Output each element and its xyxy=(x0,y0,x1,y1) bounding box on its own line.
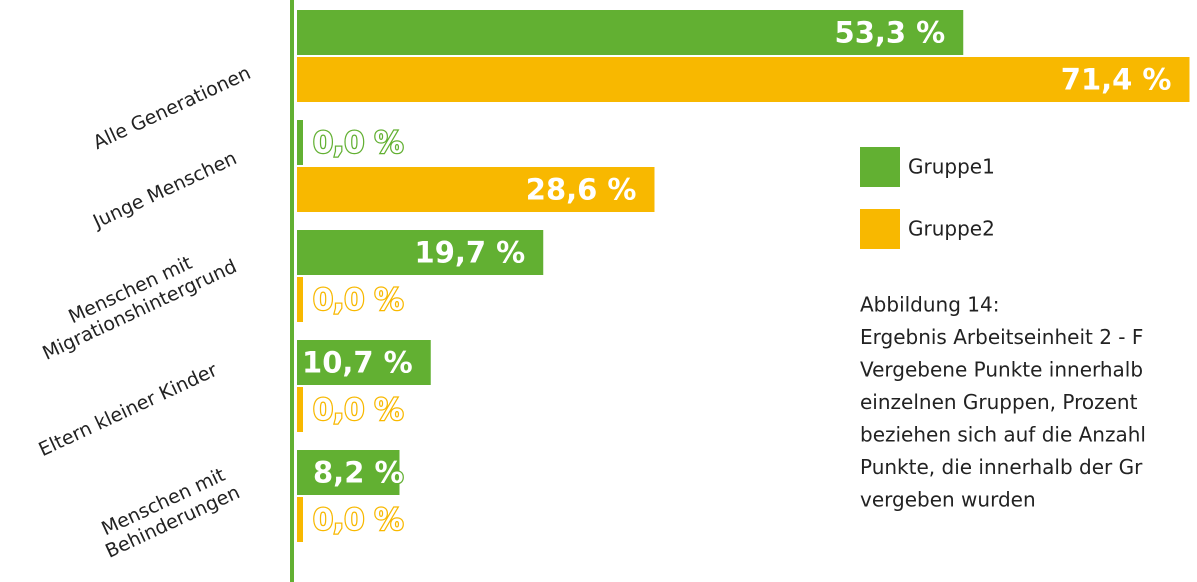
caption-line: Punkte, die innerhalb der Gr xyxy=(860,455,1143,479)
value-label: 0,0 % xyxy=(313,503,404,537)
bar xyxy=(297,277,303,322)
caption-line: vergeben wurden xyxy=(860,488,1036,512)
caption-line: beziehen sich auf die Anzahl xyxy=(860,423,1146,447)
legend-swatch xyxy=(860,147,900,187)
caption-line: einzelnen Gruppen, Prozent xyxy=(860,390,1138,414)
category-label: Menschen mitMigrationshintergrund xyxy=(30,235,240,364)
bar xyxy=(297,387,303,432)
category-label-line: Eltern kleiner Kinder xyxy=(35,358,220,460)
caption-line: Vergebene Punkte innerhalb xyxy=(860,358,1143,382)
caption-line: Ergebnis Arbeitseinheit 2 - F xyxy=(860,325,1143,349)
legend-label: Gruppe2 xyxy=(908,217,995,241)
legend-label: Gruppe1 xyxy=(908,155,995,179)
category-label-line: Alle Generationen xyxy=(90,61,254,153)
bar xyxy=(297,10,964,55)
value-label: 0,0 % xyxy=(313,393,404,427)
bar xyxy=(297,450,400,495)
bar xyxy=(297,167,655,212)
category-label: Eltern kleiner Kinder xyxy=(35,358,220,460)
legend-swatch xyxy=(860,209,900,249)
value-label: 71,4 % xyxy=(1061,63,1172,97)
value-label: 8,2 % xyxy=(313,456,404,490)
category-label-line: Junge Menschen xyxy=(89,147,240,233)
bar xyxy=(297,120,303,165)
value-label: 19,7 % xyxy=(415,236,526,270)
category-label: Alle Generationen xyxy=(90,61,254,153)
value-label: 0,0 % xyxy=(313,283,404,317)
value-label: 53,3 % xyxy=(835,16,946,50)
category-label: Menschen mitBehinderungen xyxy=(93,461,243,562)
bar xyxy=(297,497,303,542)
value-label: 10,7 % xyxy=(302,346,413,380)
bar xyxy=(297,57,1190,102)
value-label: 0,0 % xyxy=(313,126,404,160)
bar xyxy=(297,230,544,275)
category-label: Junge Menschen xyxy=(89,147,240,233)
caption-line: Abbildung 14: xyxy=(860,293,999,317)
bar xyxy=(297,340,431,385)
value-label: 28,6 % xyxy=(526,173,637,207)
